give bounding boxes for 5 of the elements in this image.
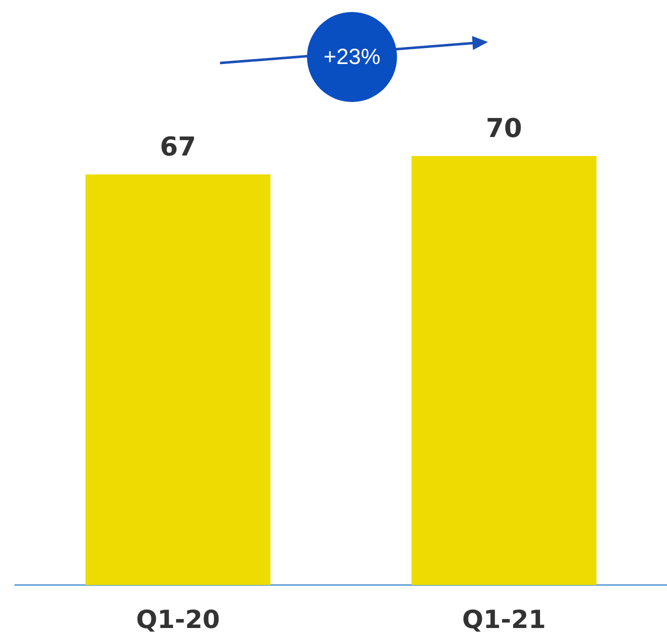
data-label: 70	[486, 114, 522, 144]
x-tick-label: Q1-20	[136, 605, 220, 634]
x-tick-label: Q1-21	[462, 605, 546, 634]
data-label: 67	[160, 132, 196, 162]
circle-badge: +23%	[307, 12, 397, 102]
